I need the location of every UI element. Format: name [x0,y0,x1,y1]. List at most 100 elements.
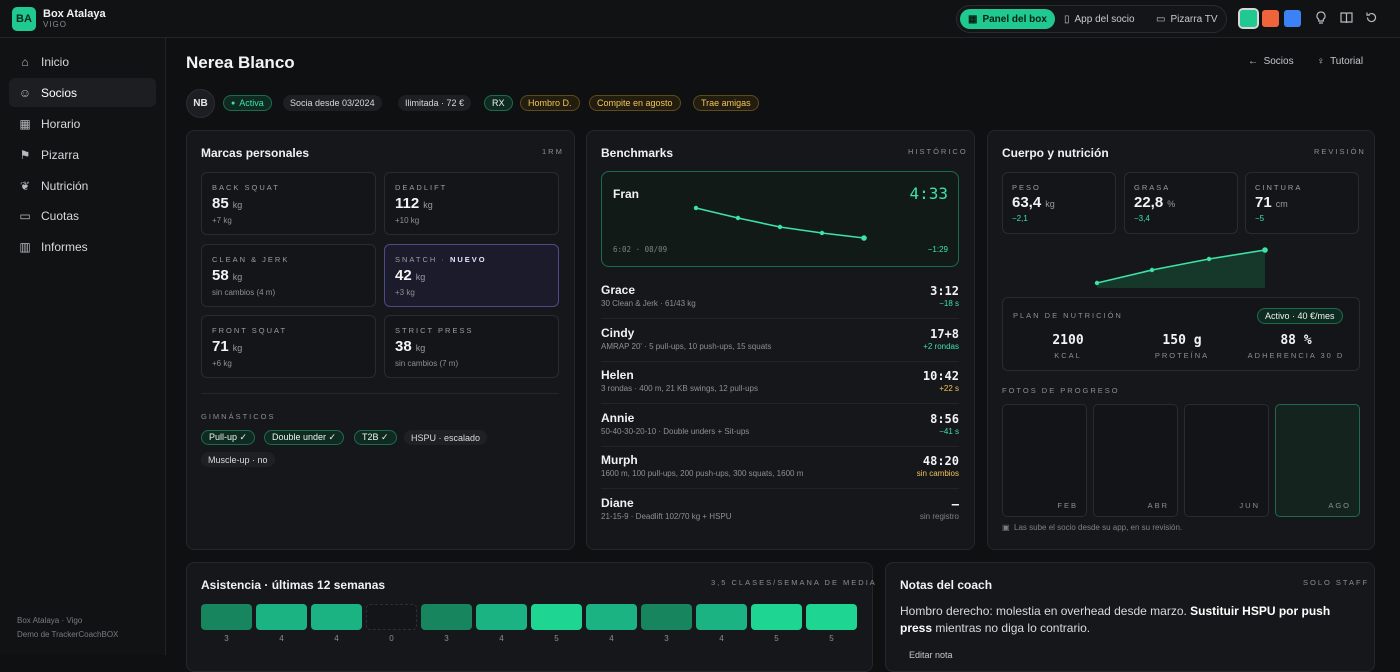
benchmark-name: Fran [613,187,640,201]
attendance-week-count: 5 [774,634,779,643]
edit-note-button[interactable]: Editar nota [909,650,953,660]
attendance-week-count: 4 [499,634,504,643]
calendar-icon: ▦ [19,116,31,131]
benchmark-time: 10:42 [922,369,959,383]
attendance-week [696,604,747,630]
sidebar-footer-demo: Demo de TrackerCoachBOX [17,630,119,639]
book-icon[interactable] [1339,11,1353,27]
sidebar-item-socios[interactable]: ☺ Socios [9,78,156,107]
pr-tile-new[interactable]: SNATCH · NUEVO 42 kg +3 kg [384,244,559,307]
benchmark-time: 8:56 [930,411,959,426]
attendance-week [366,604,417,630]
attendance-week [311,604,362,630]
body-metric: CINTURA 71 cm −5 [1245,172,1359,234]
lightbulb-icon[interactable] [1314,11,1328,27]
benchmark-delta: −1:29 [927,245,948,254]
benchmark-row[interactable]: Grace 30 Clean & Jerk · 61/43 kg 3:12 −18 s [601,283,959,323]
benchmark-time: 48:20 [922,454,959,468]
app-location: VIGO [43,20,68,29]
featured-benchmark[interactable]: Fran 4:33 6:02 · 08/09 −1:29 [601,171,959,267]
progress-photo[interactable]: FEB [1002,404,1087,517]
sidebar-footer-box: Box Atalaya · Vigo [17,616,83,625]
pr-tile[interactable]: DEADLIFT 112 kg +10 kg [384,172,559,235]
attendance-week [531,604,582,630]
attendance-week [476,604,527,630]
event-tag: Compite en agosto [589,95,681,111]
pr-tile[interactable]: FRONT SQUAT 71 kg +6 kg [201,315,376,378]
benchmark-time: 17+8 [930,326,959,341]
users-icon: ☺ [18,85,32,100]
divider [601,488,959,489]
top-bar: BA Box Atalaya VIGO ▦ Panel del box ▯ App … [0,0,1400,38]
benchmark-description: 3 rondas · 400 m, 21 KB swings, 12 pull-… [601,384,758,393]
benchmark-delta: −18 s [939,299,959,308]
progress-photo-latest[interactable]: AGO [1275,404,1360,517]
level-tag: RX [484,95,513,111]
skill-chip[interactable]: Muscle-up · no [201,452,275,467]
leaf-icon: ❦ [19,178,31,193]
view-switcher: ▦ Panel del box ▯ App del socio ▭ Pizarra T… [956,5,1227,33]
card-title: Notas del coach [900,578,993,592]
benchmark-first: 6:02 · 08/09 [613,245,668,254]
photos-title: FOTOS DE PROGRESO [1002,386,1120,395]
skill-chip[interactable]: Double under ✓ [264,430,345,445]
mode-app-del-socio[interactable]: ▯ App del socio [1064,13,1135,25]
attendance-week-count: 5 [554,634,559,643]
benchmark-time: 4:33 [909,184,948,203]
benchmark-name: Murph [601,453,638,467]
skill-chip[interactable]: Pull-up ✓ [201,430,256,445]
benchmark-description: AMRAP 20' · 5 pull-ups, 10 push-ups, 15 … [601,341,772,351]
back-to-socios-button[interactable]: ← Socios [1248,56,1294,67]
benchmark-description: 21-15-9 · Deadlift 102/70 kg + HSPU [601,511,732,521]
card-tag: 1RM [542,147,564,156]
theme-swatch-orange[interactable] [1262,10,1279,27]
mode-panel-del-box[interactable]: ▦ Panel del box [960,9,1055,29]
nutrition-stat: 2100 KCAL [1052,333,1084,360]
benchmark-row[interactable]: Murph 1600 m, 100 pull-ups, 200 push-ups,… [601,453,959,493]
theme-swatch-green[interactable] [1238,8,1259,29]
reset-icon[interactable] [1364,11,1378,27]
sidebar-item-informes[interactable]: ▥ Informes [19,239,88,254]
card-title: Cuerpo y nutrición [1002,146,1109,160]
card-tag: REVISIÓN [1314,147,1366,156]
coach-note-text: Hombro derecho: molestia en overhead des… [900,604,1331,635]
card-title: Benchmarks [601,146,674,160]
pr-tile[interactable]: STRICT PRESS 38 kg sin cambios (7 m) [384,315,559,378]
skill-chip[interactable]: T2B ✓ [354,430,397,445]
attendance-week-count: 4 [279,634,284,643]
nutrition-stat: 150 g PROTEÍNA [1154,333,1210,360]
card-tag: 3,5 CLASES/SEMANA DE MEDIA [711,578,877,587]
sidebar-item-pizarra[interactable]: ⚑ Pizarra [19,147,80,162]
app-logo: BA [12,7,36,31]
pr-tile[interactable]: CLEAN & JERK 58 kg sin cambios (4 m) [201,244,376,307]
card-title: Asistencia · últimas 12 semanas [201,578,386,592]
theme-swatch-blue[interactable] [1284,10,1301,27]
sidebar-item-cuotas[interactable]: ▭ Cuotas [19,208,80,223]
benchmark-delta: −41 s [939,426,959,436]
sidebar-item-inicio[interactable]: ⌂ Inicio [9,47,156,76]
nutrition-plan[interactable]: PLAN DE NUTRICIÓN Activo · 40 €/mes 2100… [1002,297,1360,371]
plan-tag: Ilimitada · 72 € [398,95,472,111]
sidebar-item-nutricion[interactable]: ❦ Nutrición [19,178,89,193]
attendance-week-count: 0 [389,634,394,643]
benchmark-row[interactable]: Cindy AMRAP 20' · 5 pull-ups, 10 push-ups… [601,326,959,366]
progress-photo[interactable]: JUN [1184,404,1269,517]
benchmark-time: 3:12 [930,284,959,298]
pr-tile[interactable]: BACK SQUAT 85 kg +7 kg [201,172,376,235]
page-title: Nerea Blanco [186,53,295,72]
arrow-left-icon: ← [1248,56,1264,67]
benchmark-row[interactable]: Diane 21-15-9 · Deadlift 102/70 kg + HSPU… [601,496,959,536]
avatar: NB [186,89,215,118]
mode-pizarra-tv[interactable]: ▭ Pizarra TV [1156,13,1218,25]
tutorial-button[interactable]: ♀ Tutorial [1317,56,1364,67]
attendance-week-count: 4 [334,634,339,643]
app-name: Box Atalaya [43,8,106,20]
lightbulb-icon: ♀ [1317,56,1331,67]
skill-chip[interactable]: HSPU · escalado [404,430,488,445]
sidebar-item-horario[interactable]: ▦ Horario [19,116,81,131]
benchmark-row[interactable]: Helen 3 rondas · 400 m, 21 KB swings, 12 … [601,368,959,408]
divider [601,403,959,404]
progress-photo[interactable]: ABR [1093,404,1178,517]
card-title: Marcas personales [201,146,310,160]
benchmark-row[interactable]: Annie 50-40-30-20-10 · Double unders + Si… [601,411,959,451]
